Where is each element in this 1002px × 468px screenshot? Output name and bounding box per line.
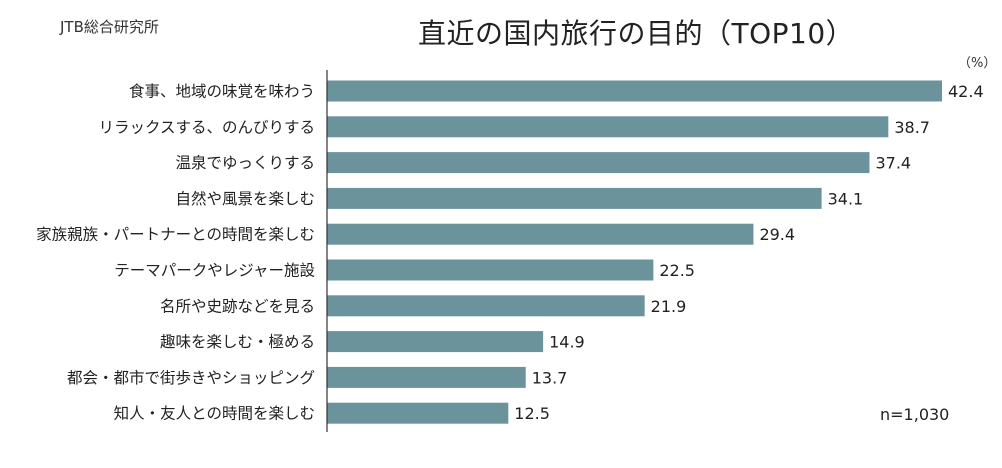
- category-label: 食事、地域の味覚を味わう: [129, 83, 315, 101]
- value-label: 14.9: [549, 333, 585, 352]
- source-label: JTB総合研究所: [60, 18, 159, 36]
- value-label: 22.5: [659, 261, 695, 280]
- chart-title: 直近の国内旅行の目的（TOP10）: [418, 17, 855, 50]
- bar: [327, 295, 645, 317]
- bars-group: 食事、地域の味覚を味わう 42.4 リラックスする、のんびりする 38.7 温泉でゆっく…: [36, 80, 984, 424]
- value-label: 21.9: [651, 297, 687, 316]
- bar: [327, 116, 889, 138]
- category-label: 家族親族・パートナーとの時間を楽しむ: [36, 226, 315, 244]
- category-label: 都会・都市で街歩きやショッピング: [67, 369, 315, 387]
- bar: [327, 366, 526, 388]
- value-label: 38.7: [894, 118, 930, 137]
- unit-label: （%）: [958, 56, 997, 71]
- value-label: 34.1: [828, 189, 864, 208]
- bar: [327, 331, 544, 353]
- bar: [327, 152, 870, 174]
- value-label: 42.4: [948, 82, 984, 101]
- bar: [327, 223, 754, 245]
- bar: [327, 259, 654, 281]
- category-label: 温泉でゆっくりする: [175, 154, 315, 172]
- value-label: 37.4: [875, 154, 911, 173]
- category-label: テーマパークやレジャー施設: [114, 262, 315, 280]
- value-label: 12.5: [514, 404, 550, 423]
- category-label: 自然や風景を楽しむ: [175, 190, 315, 208]
- value-label: 29.4: [759, 225, 795, 244]
- value-label: 13.7: [532, 368, 568, 387]
- bar: [327, 402, 509, 424]
- category-label: 知人・友人との時間を楽しむ: [114, 405, 315, 423]
- category-label: 名所や史跡などを見る: [160, 297, 315, 315]
- sample-size-label: n=1,030: [880, 405, 950, 424]
- bar: [327, 187, 822, 209]
- category-label: 趣味を楽しむ・極める: [160, 333, 315, 351]
- bar: [327, 80, 942, 102]
- category-label: リラックスする、のんびりする: [98, 118, 315, 136]
